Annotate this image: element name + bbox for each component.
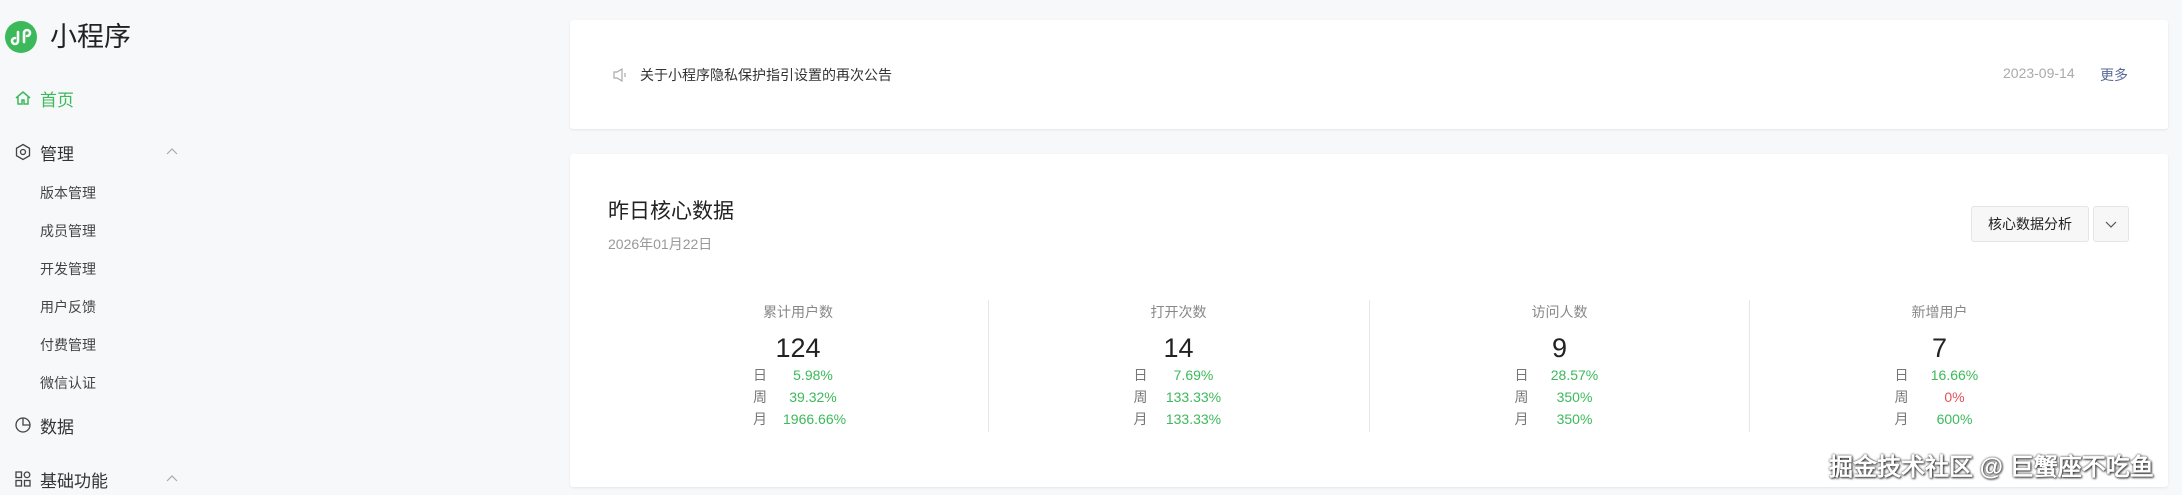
- sidebar-item-label: 首页: [40, 90, 74, 110]
- period-label: 周: [1514, 389, 1529, 405]
- period-label: 日: [1133, 367, 1148, 383]
- dropdown-button[interactable]: [2093, 206, 2129, 242]
- metric-1: 打开次数 14 日 7.69% 周 133.33% 月 133.33%: [988, 300, 1368, 432]
- sidebar-item-label: 数据: [40, 417, 74, 437]
- metric-label: 新增用户: [1911, 304, 1968, 320]
- chevron-up-icon[interactable]: [163, 470, 181, 488]
- sidebar-item-dev[interactable]: 开发管理: [40, 261, 96, 277]
- period-label: 月: [753, 411, 767, 427]
- metric-month-row: 月 600%: [1750, 408, 2129, 430]
- sidebar-item-home[interactable]: 首页: [14, 86, 74, 110]
- settings-hexagon-icon: [14, 143, 32, 161]
- metric-day-row: 日 16.66%: [1750, 364, 2129, 386]
- metric-day-row: 日 5.98%: [608, 364, 988, 386]
- notice-card: [570, 20, 2168, 129]
- pie-chart-icon: [14, 416, 32, 434]
- home-icon: [14, 89, 32, 107]
- metric-label: 打开次数: [1150, 304, 1207, 320]
- period-label: 月: [1894, 411, 1909, 427]
- metric-value: 124: [775, 333, 821, 363]
- metric-week-change: 0%: [1944, 389, 1965, 405]
- metric-week-row: 周 0%: [1750, 386, 2129, 408]
- chevron-up-icon[interactable]: [163, 143, 181, 161]
- metric-value: 7: [1931, 333, 1948, 363]
- section-date: 2026年01月22日: [608, 236, 713, 252]
- metric-week-row: 周 39.32%: [608, 386, 988, 408]
- metric-month-change: 1966.66%: [783, 411, 847, 427]
- app-title: 小程序: [50, 22, 131, 52]
- metric-day-change: 5.98%: [793, 367, 833, 383]
- watermark: 掘金技术社区 @ 巨蟹座不吃鱼: [1829, 454, 2154, 481]
- period-label: 周: [1894, 389, 1909, 405]
- period-label: 月: [1133, 411, 1148, 427]
- metric-label: 累计用户数: [763, 304, 833, 320]
- sidebar-item-verify[interactable]: 微信认证: [40, 375, 96, 391]
- period-label: 日: [1894, 367, 1909, 383]
- apps-grid-icon: [14, 470, 32, 488]
- notice-date: 2023-09-14: [2003, 65, 2075, 81]
- metric-day-change: 28.57%: [1550, 367, 1599, 383]
- notice-link[interactable]: 关于小程序隐私保护指引设置的再次公告: [640, 67, 892, 83]
- miniprogram-logo: [5, 21, 37, 53]
- chevron-down-icon: [2105, 221, 2117, 228]
- metric-month-row: 月 133.33%: [989, 408, 1368, 430]
- metric-0: 累计用户数 124 日 5.98% 周 39.32% 月 1966.66%: [608, 300, 988, 432]
- metric-week-row: 周 350%: [1370, 386, 1749, 408]
- metric-value: 9: [1551, 333, 1568, 363]
- metric-month-row: 月 350%: [1370, 408, 1749, 430]
- sidebar-item-label: 管理: [40, 144, 74, 164]
- metric-day-row: 日 28.57%: [1370, 364, 1749, 386]
- period-label: 周: [753, 389, 767, 405]
- metric-week-change: 133.33%: [1165, 389, 1222, 405]
- metric-day-row: 日 7.69%: [989, 364, 1368, 386]
- period-label: 周: [1133, 389, 1148, 405]
- sidebar-item-members[interactable]: 成员管理: [40, 223, 96, 239]
- sidebar-item-basic[interactable]: 基础功能: [14, 467, 108, 491]
- metric-label: 访问人数: [1531, 304, 1588, 320]
- period-label: 日: [1514, 367, 1529, 383]
- more-link[interactable]: 更多: [2100, 67, 2128, 83]
- metric-month-change: 133.33%: [1165, 411, 1222, 427]
- period-label: 日: [753, 367, 767, 383]
- sidebar-item-label: 基础功能: [40, 471, 108, 491]
- metric-3: 新增用户 7 日 16.66% 周 0% 月 600%: [1749, 300, 2129, 432]
- metric-week-row: 周 133.33%: [989, 386, 1368, 408]
- core-analysis-button[interactable]: 核心数据分析: [1971, 206, 2089, 242]
- speaker-icon: [613, 67, 626, 83]
- sidebar-item-manage[interactable]: 管理: [14, 140, 74, 164]
- sidebar-item-version[interactable]: 版本管理: [40, 185, 96, 201]
- sidebar-item-feedback[interactable]: 用户反馈: [40, 299, 96, 315]
- metric-month-change: 600%: [1936, 411, 1973, 427]
- sidebar-item-data[interactable]: 数据: [14, 413, 74, 437]
- sidebar-item-payment[interactable]: 付费管理: [40, 337, 96, 353]
- period-label: 月: [1514, 411, 1529, 427]
- metric-day-change: 16.66%: [1930, 367, 1979, 383]
- metric-value: 14: [1163, 333, 1194, 363]
- metric-month-row: 月 1966.66%: [608, 408, 988, 430]
- metric-week-change: 39.32%: [789, 389, 837, 405]
- section-title: 昨日核心数据: [608, 200, 734, 223]
- metric-week-change: 350%: [1556, 389, 1593, 405]
- metric-day-change: 7.69%: [1173, 367, 1214, 383]
- metric-2: 访问人数 9 日 28.57% 周 350% 月 350%: [1369, 300, 1749, 432]
- metric-month-change: 350%: [1556, 411, 1593, 427]
